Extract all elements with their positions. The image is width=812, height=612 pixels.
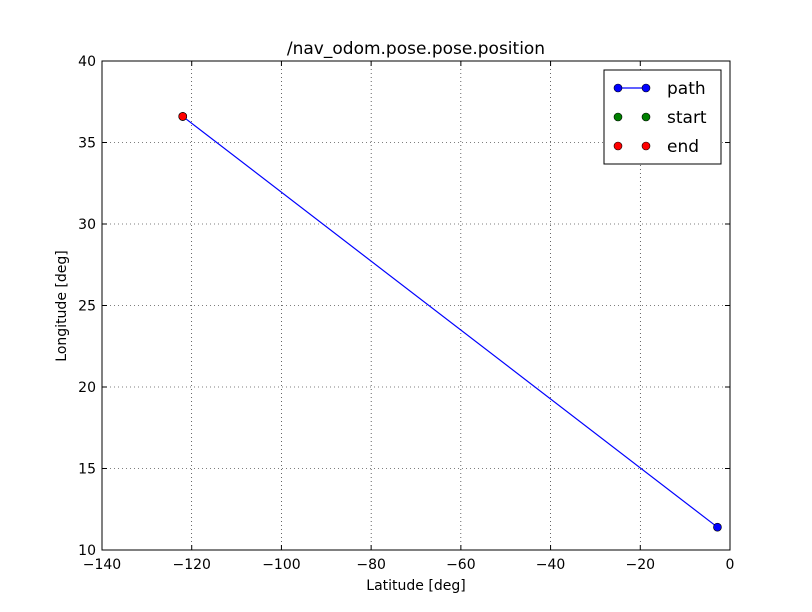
legend-start-marker-right bbox=[641, 112, 651, 122]
x-tick-label: −60 bbox=[446, 557, 476, 573]
series-path-marker bbox=[713, 522, 722, 532]
x-tick-label: −20 bbox=[626, 557, 656, 573]
x-tick-label: −80 bbox=[356, 557, 386, 573]
y-tick-label: 40 bbox=[78, 54, 96, 70]
x-tick-label: −120 bbox=[172, 557, 210, 573]
x-tick-label: −40 bbox=[536, 557, 566, 573]
legend-end-label: end bbox=[667, 137, 699, 157]
legend: path start end bbox=[603, 69, 722, 165]
series-layer bbox=[178, 112, 722, 532]
grid bbox=[102, 61, 730, 550]
ticks: −140 −120 −100 −80 −60 −40 −20 0 10 15 20 25 30 35 40 bbox=[78, 54, 734, 573]
y-tick-label: 25 bbox=[78, 299, 96, 315]
legend-start-marker-left bbox=[613, 112, 623, 122]
x-tick-label: −100 bbox=[262, 557, 300, 573]
legend-end-marker-right bbox=[641, 141, 651, 151]
series-end-marker bbox=[178, 112, 188, 121]
y-tick-label: 35 bbox=[78, 136, 96, 152]
legend-path-label: path bbox=[667, 79, 706, 99]
legend-box bbox=[603, 69, 722, 165]
y-tick-label: 10 bbox=[78, 543, 96, 559]
x-axis-label: Latitude [deg] bbox=[366, 578, 465, 594]
x-tick-label: −140 bbox=[83, 557, 121, 573]
legend-path-marker-right bbox=[641, 83, 651, 93]
x-tick-label: 0 bbox=[726, 557, 735, 573]
series-path-line bbox=[182, 115, 718, 528]
y-tick-label: 30 bbox=[78, 217, 96, 233]
legend-start-label: start bbox=[667, 108, 707, 128]
y-tick-label: 15 bbox=[78, 462, 96, 478]
y-tick-label: 20 bbox=[78, 380, 96, 396]
chart-title: /nav_odom.pose.pose.position bbox=[287, 39, 545, 59]
y-axis-label: Longitude [deg] bbox=[54, 250, 70, 361]
legend-path-marker-left bbox=[613, 83, 623, 93]
legend-end-marker-left bbox=[613, 141, 623, 151]
